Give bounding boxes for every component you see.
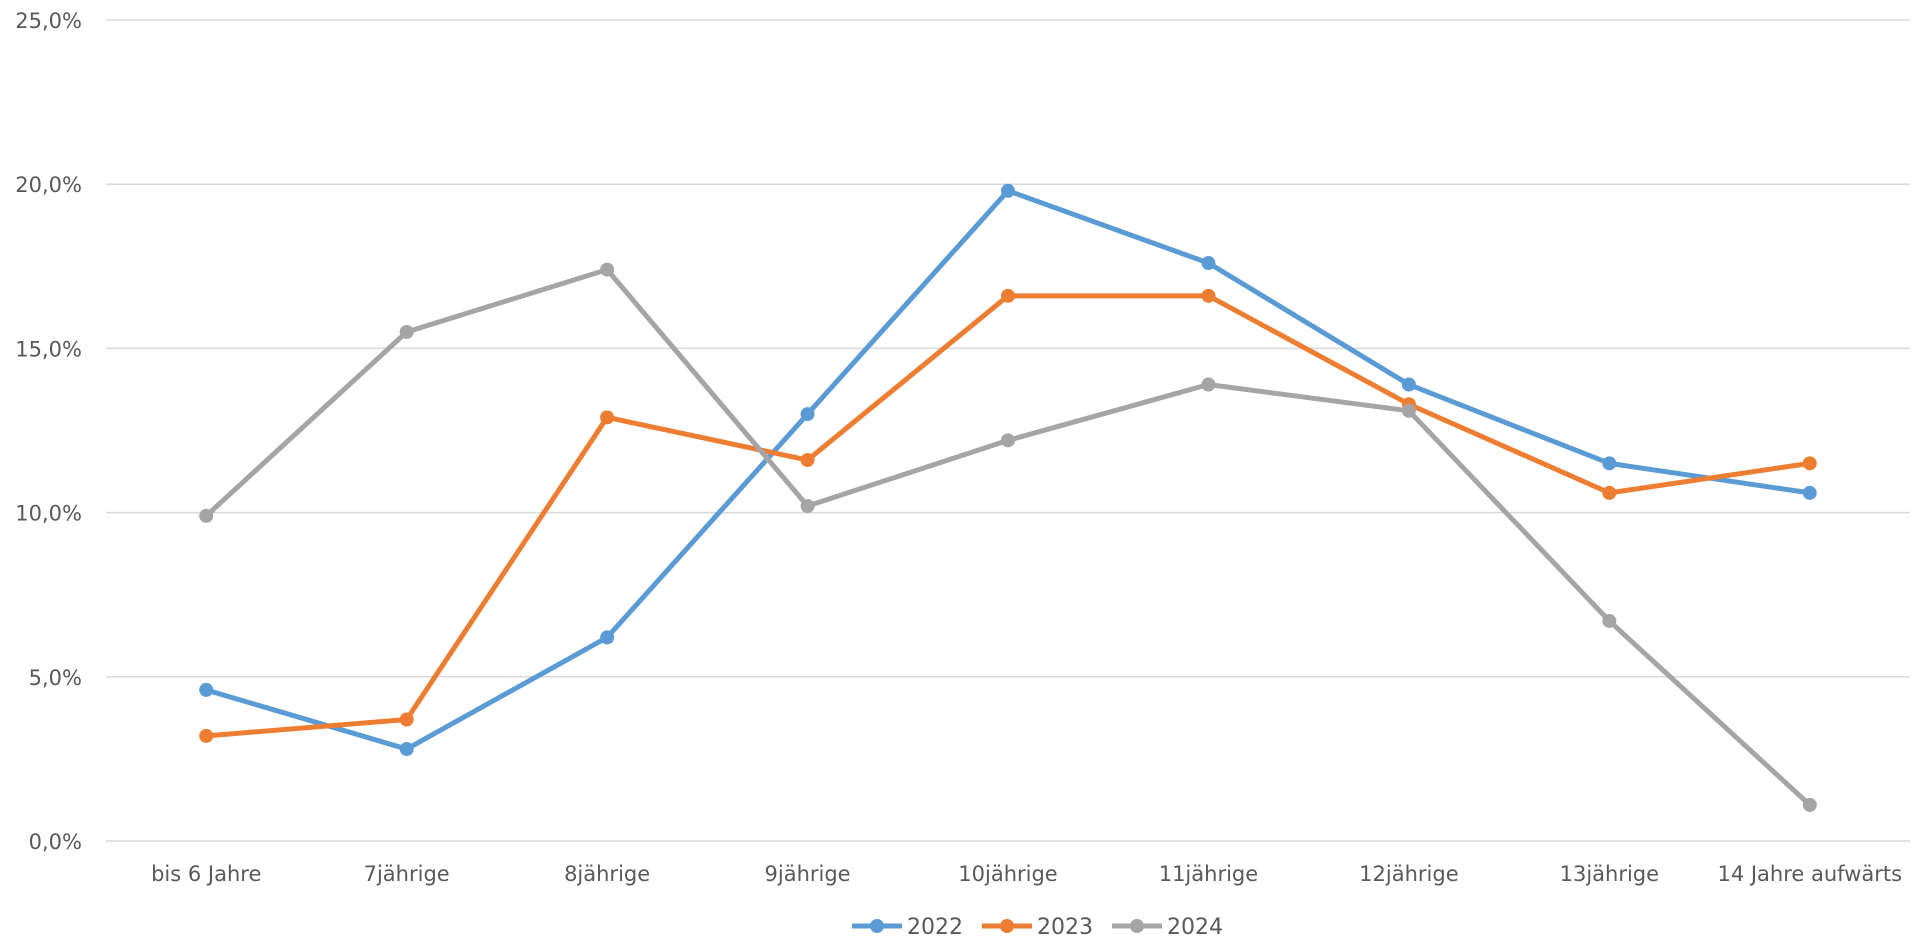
legend-marker bbox=[1130, 919, 1144, 933]
legend-item-2024: 2024 bbox=[1112, 915, 1223, 940]
y-tick-label: 25,0% bbox=[15, 9, 82, 33]
data-point bbox=[399, 324, 414, 339]
legend-marker bbox=[1000, 919, 1014, 933]
legend: 2022 2023 2024 bbox=[852, 915, 1223, 940]
legend-marker bbox=[870, 919, 884, 933]
x-tick-label: 10jährige bbox=[958, 862, 1057, 886]
data-point bbox=[600, 630, 615, 645]
data-point bbox=[1001, 183, 1015, 198]
data-point bbox=[800, 407, 815, 422]
series-line bbox=[203, 293, 1813, 739]
legend-label: 2023 bbox=[1037, 915, 1093, 940]
data-point bbox=[1401, 377, 1416, 392]
series-lines bbox=[199, 183, 1817, 812]
x-tick-label: 7jährige bbox=[364, 862, 450, 886]
series-2024 bbox=[199, 262, 1817, 812]
gridlines bbox=[106, 19, 1910, 842]
data-point bbox=[1802, 456, 1817, 471]
x-tick-label: bis 6 Jahre bbox=[151, 862, 261, 886]
data-point bbox=[1001, 288, 1015, 303]
data-point bbox=[1201, 377, 1216, 392]
x-axis-tick-labels: bis 6 Jahre 7jährige 8jährige 9jährige 10jäh… bbox=[151, 862, 1902, 886]
data-point bbox=[1802, 797, 1817, 812]
x-tick-label: 8jährige bbox=[564, 862, 650, 886]
data-point bbox=[1201, 256, 1216, 271]
data-point bbox=[600, 410, 615, 425]
x-tick-label: 11jährige bbox=[1159, 862, 1258, 886]
y-tick-label: 20,0% bbox=[15, 173, 82, 197]
data-point bbox=[1001, 433, 1015, 448]
series-2023 bbox=[199, 288, 1817, 743]
data-point bbox=[1201, 288, 1216, 303]
data-point bbox=[1602, 485, 1617, 500]
data-point bbox=[1401, 403, 1416, 418]
y-tick-label: 0,0% bbox=[29, 830, 82, 854]
x-tick-label: 9jährige bbox=[765, 862, 851, 886]
data-point bbox=[1602, 613, 1617, 628]
series-line bbox=[203, 188, 1813, 752]
x-tick-label: 12jährige bbox=[1359, 862, 1458, 886]
legend-item-2023: 2023 bbox=[982, 915, 1093, 940]
legend-item-2022: 2022 bbox=[852, 915, 963, 940]
legend-label: 2024 bbox=[1167, 915, 1223, 940]
data-point bbox=[199, 508, 214, 523]
x-tick-label: 14 Jahre aufwärts bbox=[1717, 862, 1902, 886]
legend-label: 2022 bbox=[907, 915, 963, 940]
y-axis-tick-labels: 0,0% 5,0% 10,0% 15,0% 20,0% 25,0% bbox=[15, 9, 82, 854]
data-point bbox=[199, 728, 214, 743]
data-point bbox=[800, 453, 815, 468]
y-tick-label: 15,0% bbox=[15, 337, 82, 361]
data-point bbox=[399, 742, 414, 757]
x-tick-label: 13jährige bbox=[1560, 862, 1659, 886]
data-point bbox=[1802, 485, 1817, 500]
data-point bbox=[800, 499, 815, 514]
y-tick-label: 5,0% bbox=[29, 666, 82, 690]
data-point bbox=[399, 712, 414, 727]
data-point bbox=[1602, 456, 1617, 471]
data-point bbox=[600, 262, 615, 277]
series-2022 bbox=[199, 183, 1817, 757]
y-tick-label: 10,0% bbox=[15, 502, 82, 526]
data-point bbox=[199, 682, 214, 697]
